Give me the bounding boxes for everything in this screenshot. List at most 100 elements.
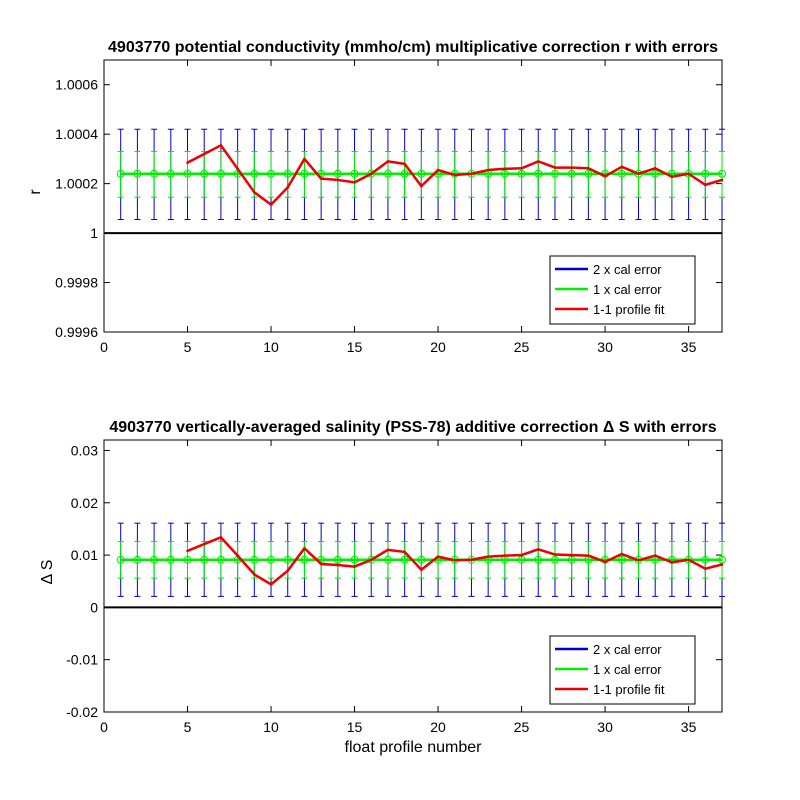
x-tick-label: 30 (597, 339, 613, 355)
y-axis-label: r (27, 189, 44, 195)
profile-fit-point (620, 552, 624, 556)
legend-label: 1-1 profile fit (593, 682, 665, 697)
legend-label: 2 x cal error (593, 642, 662, 657)
x-tick-label: 5 (184, 339, 192, 355)
profile-fit-point (703, 183, 707, 187)
x-tick-label: 35 (681, 339, 697, 355)
profile-fit-point (470, 172, 473, 176)
conductivity-correction-chart: 4903770 potential conductivity (mmho/cm)… (27, 39, 726, 355)
x-tick-label: 10 (263, 339, 279, 355)
profile-fit-point (353, 565, 356, 568)
cal-center-marker (617, 169, 626, 178)
profile-fit-point (453, 173, 457, 177)
cal-center-marker (651, 169, 660, 178)
profile-fit-point (553, 166, 557, 169)
cal-center-marker (183, 555, 192, 564)
cal-center-marker (701, 555, 710, 564)
cal-center-marker (367, 555, 376, 564)
chart-title: 4903770 potential conductivity (mmho/cm)… (108, 39, 718, 56)
profile-fit-point (253, 573, 256, 576)
plot-area: 0 5 10 15 20 25 30 35 0.9996 0.9998 1 1.0002 1.0004 1… (55, 59, 726, 355)
x-tick-label: 15 (347, 339, 363, 355)
cal-center-marker (300, 169, 309, 178)
x-tick-label: 15 (347, 719, 363, 735)
profile-fit-point (703, 567, 707, 570)
cal-center-marker (367, 169, 376, 178)
y-tick-label: 1.0002 (55, 176, 98, 192)
cal-center-marker (200, 555, 209, 564)
profile-fit-point (587, 167, 590, 170)
profile-fit-point (453, 559, 457, 562)
x-tick-label: 0 (100, 339, 108, 355)
y-tick-label: 0.02 (71, 495, 98, 511)
profile-fit-point (420, 184, 423, 188)
profile-fit-point (486, 168, 490, 172)
cal-center-marker (116, 555, 125, 564)
cal-center-marker (150, 555, 159, 564)
profile-fit-point (420, 568, 423, 572)
cal-center-marker (250, 169, 259, 178)
cal-center-marker (116, 169, 125, 178)
profile-fit-point (253, 190, 256, 194)
cal-center-marker (550, 169, 559, 178)
profile-fit-point (503, 554, 507, 557)
profile-fit-point (186, 161, 189, 164)
cal-center-marker (417, 169, 426, 178)
legend-label: 1 x cal error (593, 662, 662, 677)
profile-fit-point (403, 550, 406, 554)
x-tick-label: 25 (514, 719, 530, 735)
profile-fit-point (319, 562, 323, 566)
profile-fit-point (336, 178, 340, 182)
profile-fit-point (687, 558, 690, 562)
profile-fit-point (720, 178, 724, 182)
cal-center-marker (534, 555, 543, 564)
profile-fit-point (236, 554, 239, 557)
cal-center-marker (183, 169, 192, 178)
cal-center-marker (133, 169, 142, 178)
cal-center-marker (584, 169, 593, 178)
profile-fit-point (436, 168, 440, 172)
profile-fit-point (286, 186, 290, 189)
cal-center-marker (567, 169, 576, 178)
cal-center-marker (550, 555, 559, 564)
plot-area: 0 5 10 15 20 25 30 35 -0.02 -0.01 0 0.01 0.02 0.03 2 x… (66, 439, 726, 735)
profile-fit-point (653, 167, 657, 170)
cal-center-marker (200, 169, 209, 178)
x-tick-label: 20 (430, 719, 446, 735)
profile-fit-point (219, 535, 223, 539)
cal-center-marker (417, 555, 426, 564)
profile-fit-point (670, 561, 674, 564)
profile-fit-point (553, 553, 557, 556)
profile-fit-point (503, 167, 507, 171)
cal-center-marker (150, 169, 159, 178)
profile-fit-point (386, 548, 390, 552)
cal-center-marker (617, 555, 626, 564)
y-tick-label: 0.01 (71, 547, 98, 563)
cal-center-marker (333, 169, 342, 178)
cal-center-marker (300, 555, 309, 564)
chart-title: 4903770 vertically-averaged salinity (PS… (109, 419, 716, 436)
profile-fit-point (670, 175, 674, 179)
profile-fit-point (470, 558, 473, 562)
legend-label: 1-1 profile fit (593, 302, 665, 317)
x-tick-label: 10 (263, 719, 279, 735)
profile-fit-point (536, 548, 540, 551)
cal-center-marker (250, 555, 259, 564)
profile-fit-point (186, 549, 189, 553)
cal-center-marker (283, 169, 292, 178)
x-tick-label: 0 (100, 719, 108, 735)
cal-center-marker (500, 169, 509, 178)
x-tick-label: 30 (597, 719, 613, 735)
y-tick-label: 1.0006 (55, 77, 98, 93)
cal-center-marker (718, 169, 726, 178)
profile-fit-point (403, 162, 406, 166)
profile-fit-point (653, 554, 657, 557)
x-axis-label: float profile number (345, 739, 483, 756)
profile-fit-point (202, 542, 206, 546)
y-tick-label: 1 (90, 225, 98, 241)
profile-fit-point (637, 172, 640, 176)
profile-fit-point (620, 165, 624, 169)
profile-fit-point (587, 554, 590, 557)
cal-center-marker (166, 169, 175, 178)
